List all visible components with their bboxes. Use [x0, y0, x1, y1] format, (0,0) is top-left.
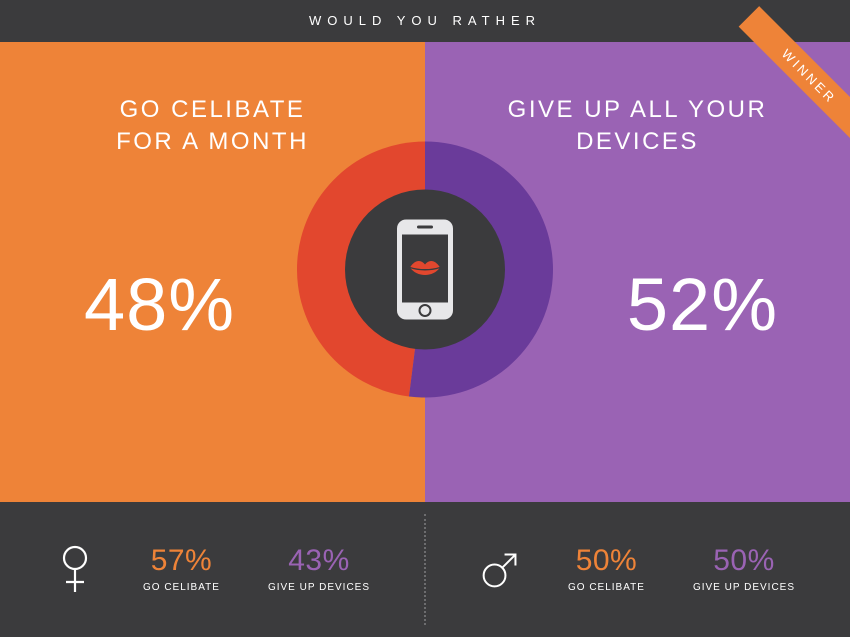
stat-male-devices-label: GIVE UP DEVICES [693, 582, 795, 593]
header-title: WOULD YOU RATHER [309, 13, 541, 28]
stat-male-devices: 50% GIVE UP DEVICES [693, 546, 795, 593]
stat-male-devices-pct: 50% [693, 546, 795, 576]
option-right-title-line1: GIVE UP ALL YOUR [508, 96, 768, 123]
stat-female-devices: 43% GIVE UP DEVICES [268, 546, 370, 593]
stat-female-devices-pct: 43% [268, 546, 370, 576]
option-right-title-line2: DEVICES [576, 128, 699, 155]
phone-icon [397, 220, 453, 320]
male-icon [480, 548, 520, 592]
female-icon [55, 545, 95, 595]
stat-male-celibate: 50% GO CELIBATE [568, 546, 645, 593]
stats-female: 57% GO CELIBATE 43% GIVE UP DEVICES [0, 502, 425, 637]
stat-female-celibate-pct: 57% [143, 546, 220, 576]
option-right-percent: 52% [627, 262, 778, 347]
stat-female-devices-label: GIVE UP DEVICES [268, 582, 370, 593]
option-left-title-line2: FOR A MONTH [116, 128, 309, 155]
stats-bar: 57% GO CELIBATE 43% GIVE UP DEVICES 50% … [0, 502, 850, 637]
pie-chart [297, 142, 553, 403]
option-left-percent: 48% [84, 262, 235, 347]
stat-female-celibate: 57% GO CELIBATE [143, 546, 220, 593]
main-area: GO CELIBATE FOR A MONTH 48% GIVE UP ALL … [0, 42, 850, 502]
pie-svg [297, 142, 553, 398]
stat-female-celibate-label: GO CELIBATE [143, 582, 220, 593]
stat-male-celibate-pct: 50% [568, 546, 645, 576]
stats-male: 50% GO CELIBATE 50% GIVE UP DEVICES [425, 502, 850, 637]
header-bar: WOULD YOU RATHER [0, 0, 850, 42]
infographic-root: WOULD YOU RATHER GO CELIBATE FOR A MONTH… [0, 0, 850, 637]
stat-male-celibate-label: GO CELIBATE [568, 582, 645, 593]
stats-divider [424, 514, 426, 625]
option-left-title-line1: GO CELIBATE [120, 96, 306, 123]
